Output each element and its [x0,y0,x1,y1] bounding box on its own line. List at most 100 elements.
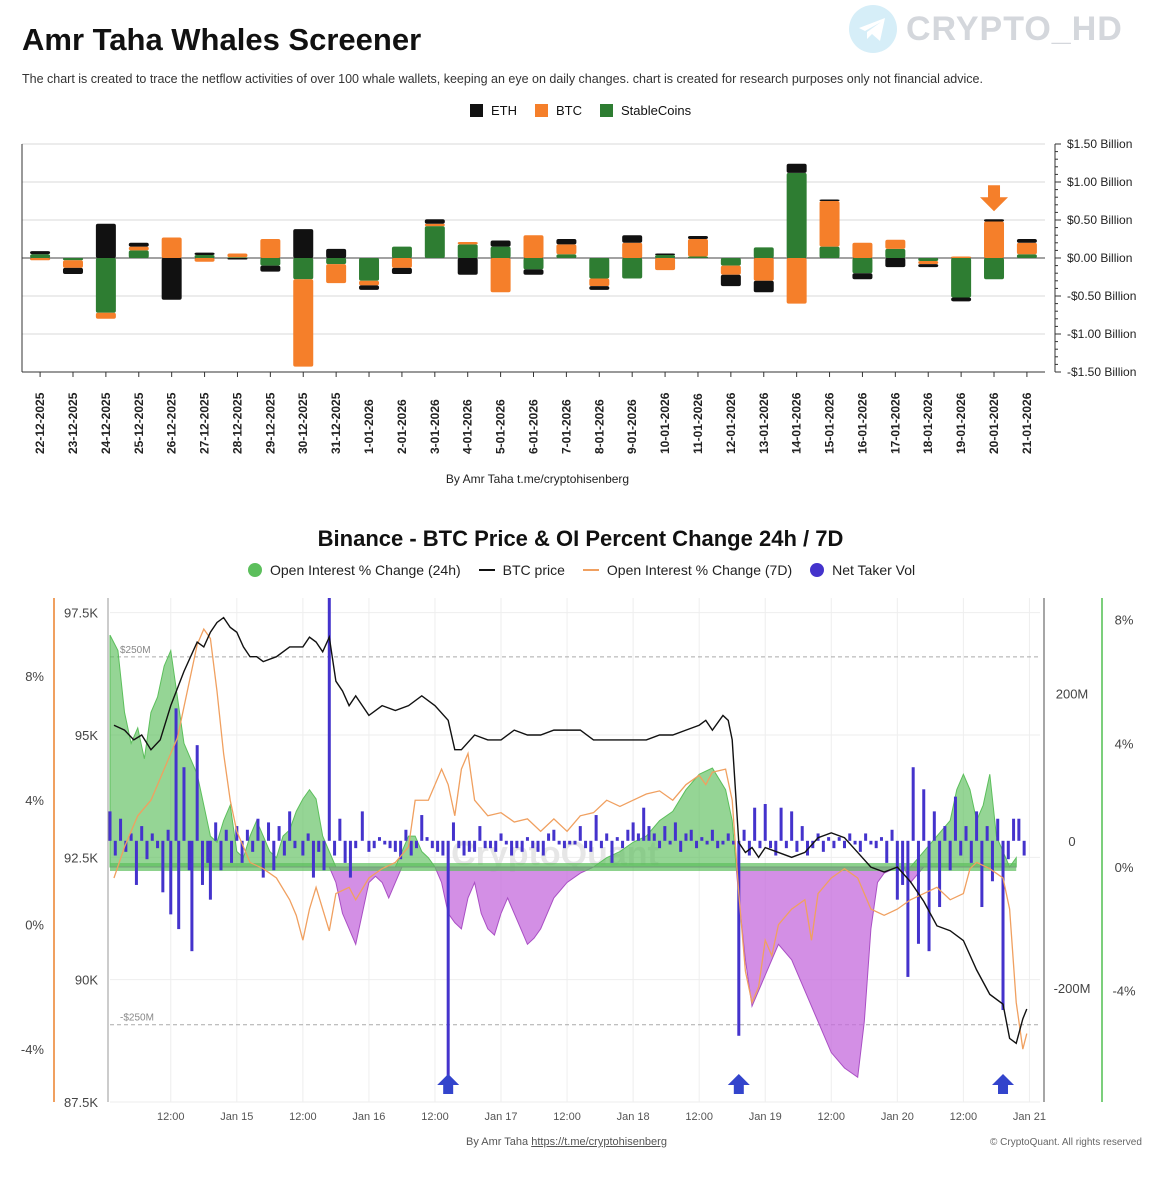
taker-bar [605,833,609,841]
taker-bar [488,840,492,849]
taker-bar [784,840,788,849]
taker-tick-label: 0 [1068,834,1075,849]
taker-bar [420,815,424,841]
oi24-area-negative [110,866,1017,1079]
taker-bar [959,840,963,856]
taker-bar [832,840,836,849]
taker-bar [626,829,630,841]
taker-bar [848,833,852,841]
taker-bar [206,840,210,863]
taker-bar [552,829,556,841]
whale-netflow-bar-chart: $1.50 Billion $1.00 Billion $0.50 Billion $… [21,137,1136,454]
taker-bar [573,840,577,845]
taker-bar [446,840,450,1080]
taker-bar [343,840,347,863]
legend-item-stablecoins[interactable]: StableCoins [600,103,691,118]
x-tick-label: 17-01-2026 [888,392,902,454]
bar-eth [951,297,972,302]
credit-link[interactable]: https://t.me/cryptohisenberg [531,1136,667,1148]
taker-bar [288,811,292,841]
oi7d-tick-label: 8% [25,669,44,684]
x-tick-label: 12:00 [289,1111,317,1123]
taker-bar [673,822,677,841]
bar-btc [622,242,643,258]
taker-bar [430,840,434,849]
bar-stablecoins [457,244,478,258]
chart2-credit: By Amr Taha https://t.me/cryptohisenberg [466,1136,667,1148]
bar-btc [128,246,149,251]
binance-oi-price-chart: 12:00 Jan 15 12:00 Jan 16 12:00 Jan 17 12:00 Ja… [21,598,1136,1123]
bar-stablecoins [260,258,281,266]
watermark-text: CRYPTO_HD [906,9,1123,48]
bar-btc [30,258,51,261]
taker-bar [372,840,376,849]
x-tick-label: 8-01-2026 [592,399,606,454]
bar-eth [128,242,149,247]
taker-bar [499,833,503,841]
x-tick-label: 12:00 [950,1111,978,1123]
legend-label-oi24: Open Interest % Change (24h) [270,562,461,578]
taker-bar [277,826,281,841]
taker-bar [874,840,878,849]
taker-bar [705,840,709,845]
legend-item-btc-price[interactable]: BTC price [478,562,565,578]
price-tick-label: 92.5K [64,850,98,865]
taker-bar [594,815,598,841]
taker-bar [261,840,265,878]
bar-eth [227,258,248,260]
taker-bar [404,829,408,841]
legend-item-net-taker-vol[interactable]: Net Taker Vol [810,562,915,578]
legend-label-oi7d: Open Interest % Change (7D) [606,562,793,578]
taker-bar [679,840,683,852]
bar-stablecoins [556,254,577,258]
taker-bar [927,840,931,952]
taker-bar [134,840,138,885]
bar-stablecoins [424,226,445,258]
legend-item-btc[interactable]: BTC [535,103,582,118]
legend-item-oi7d[interactable]: Open Interest % Change (7D) [582,562,793,578]
btc-price-line [113,616,1028,1045]
x-tick-label: Jan 16 [352,1111,385,1123]
taker-bar [536,840,540,852]
taker-bar [589,840,593,852]
bar-btc [391,258,412,268]
bar-btc [655,258,676,271]
taker-bar [473,840,477,852]
taker-bar [267,822,271,841]
legend-item-eth[interactable]: ETH [470,103,517,118]
taker-bar [621,840,625,849]
taker-bar [425,837,429,841]
taker-bar [584,840,588,849]
taker-bar [1022,840,1026,856]
y-tick-label: $0.50 Billion [1067,213,1132,227]
x-tick-label: Jan 21 [1013,1111,1046,1123]
bar-eth [885,258,906,268]
bar-eth [62,267,83,274]
bar-btc [589,278,610,287]
taker-bar [710,829,714,841]
taker-bar [251,840,255,852]
bar-btc [687,239,708,257]
taker-bar [515,840,519,849]
bar-eth [391,267,412,274]
taker-bar [636,833,640,841]
taker-bar [124,840,128,852]
bar-eth [655,253,676,255]
bar-btc [457,242,478,245]
taker-bar [747,840,751,856]
annotation-arrow-down [980,185,1009,212]
bar-eth [753,280,774,293]
taker-bar [504,840,508,845]
x-tick-label: 16-01-2026 [855,392,869,454]
taker-bar [821,840,825,852]
taker-bar [938,840,942,908]
taker-bar [119,818,123,841]
x-tick-label: 25-12-2025 [132,392,146,454]
taker-bar [467,840,471,852]
bar-btc [720,265,741,275]
x-tick-label: 10-01-2026 [658,392,672,454]
bar-eth [918,264,939,268]
taker-bar [990,840,994,882]
legend-item-oi24[interactable]: Open Interest % Change (24h) [248,562,461,578]
chart1-legend: ETH BTC StableCoins [470,103,691,118]
